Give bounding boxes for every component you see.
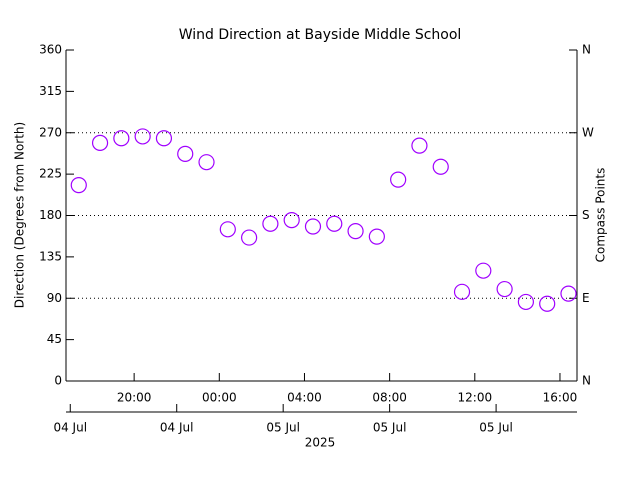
x-tick-label: 12:00 [458,391,493,405]
y-tick-label: 180 [39,208,62,222]
point [283,211,300,229]
point [347,223,364,240]
date-tick-label: 04 Jul [53,421,87,435]
x-tick-label: 20:00 [117,391,152,405]
y-tick-label: 135 [39,249,62,263]
date-tick-label: 05 Jul [479,421,513,435]
point [113,130,130,147]
chart-title: Wind Direction at Bayside Middle School [179,27,462,43]
x-axis-label: 2025 [305,436,336,450]
date-tick-label: 04 Jul [160,421,194,435]
point [539,295,556,312]
y-tick-label: 45 [47,332,62,346]
point [134,128,151,145]
date-tick-label: 05 Jul [266,421,300,435]
point [326,215,343,232]
y-axis-label: Direction (Degrees from North) [13,122,27,308]
date-tick-label: 05 Jul [373,421,407,435]
y2-tick-label: N [582,374,591,388]
x-tick-label: 16:00 [543,391,578,405]
y-tick-label: 360 [39,43,62,57]
point [219,221,236,238]
point [475,262,492,279]
y2-tick-label: E [582,291,590,305]
point [496,280,513,298]
x-tick-label: 04:00 [287,391,322,405]
point [304,218,322,235]
point [517,293,535,311]
y-tick-label: 270 [39,125,62,139]
y-tick-label: 315 [39,84,62,98]
point [91,134,109,151]
point [453,283,471,300]
x-tick-label: 00:00 [202,391,237,405]
point [262,215,279,232]
y2-tick-label: S [582,208,590,222]
point [368,228,385,245]
point [432,158,449,175]
y2-tick-label: N [582,43,591,57]
point [411,137,428,154]
point [198,154,215,171]
y2-axis-label: Compass Points [594,168,608,263]
y-tick-label: 225 [39,167,62,181]
y2-tick-label: W [582,125,594,139]
point [241,229,258,246]
point [177,145,194,162]
x-tick-label: 08:00 [372,391,407,405]
y-tick-label: 90 [47,291,62,305]
point [155,130,173,147]
point [390,171,407,188]
point [560,285,577,302]
y-tick-label: 0 [54,374,62,388]
point [70,177,87,194]
